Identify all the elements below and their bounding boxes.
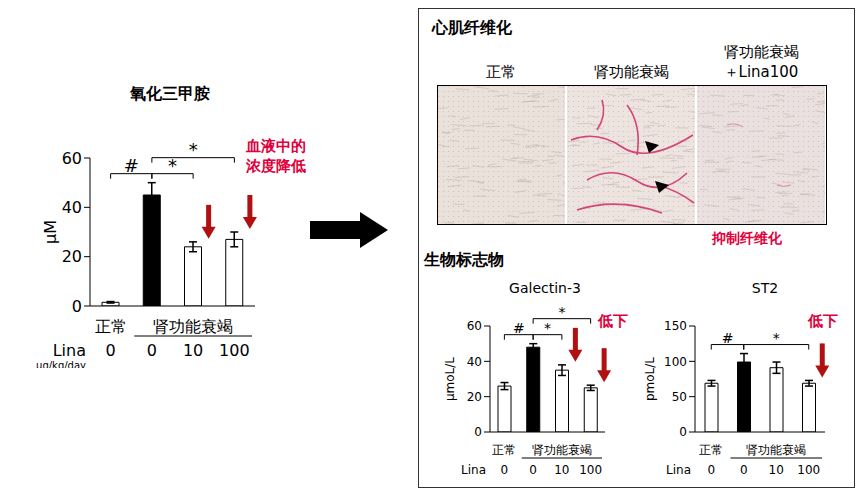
svg-text:#: # [124, 155, 139, 176]
svg-text:*: * [189, 139, 198, 160]
svg-text:μmoL/L: μmoL/L [443, 357, 457, 401]
svg-text:μM: μM [41, 220, 60, 244]
svg-text:100: 100 [664, 355, 687, 369]
svg-text:100: 100 [579, 463, 602, 477]
svg-text:10: 10 [554, 463, 569, 477]
html-text:低下: 低下 [808, 312, 838, 330]
html-text:心肌纤维化: 心肌纤维化 [432, 18, 512, 37]
svg-text:60: 60 [62, 149, 82, 168]
svg-text:#: # [513, 320, 525, 336]
svg-text:pmoL/L: pmoL/L [643, 357, 657, 401]
svg-text:肾功能衰竭: 肾功能衰竭 [153, 317, 233, 336]
svg-text:肾功能衰竭: 肾功能衰竭 [532, 443, 592, 457]
svg-text:*: * [773, 330, 780, 346]
svg-text:Lina: Lina [666, 463, 691, 477]
svg-text:#: # [722, 330, 734, 346]
svg-text:0: 0 [106, 341, 116, 360]
html-text:肾功能衰竭: 肾功能衰竭 [723, 43, 799, 61]
svg-text:0: 0 [740, 463, 748, 477]
svg-text:100: 100 [797, 463, 820, 477]
svg-text:0: 0 [501, 463, 509, 477]
html-text:生物标志物: 生物标志物 [424, 250, 504, 269]
svg-text:20: 20 [62, 247, 82, 266]
html-text:＋Lina100: ＋Lina100 [723, 63, 799, 81]
svg-text:150: 150 [664, 319, 687, 333]
svg-text:正常: 正常 [492, 443, 516, 457]
html-text:ST2: ST2 [751, 280, 779, 296]
html-text:Galectin-3: Galectin-3 [509, 280, 581, 296]
svg-text:0: 0 [529, 463, 537, 477]
html-text:氧化三甲胺: 氧化三甲胺 [130, 84, 210, 103]
html-text:低下: 低下 [598, 312, 628, 330]
svg-text:μg/kg/day: μg/kg/day [36, 360, 86, 368]
svg-text:20: 20 [467, 390, 482, 404]
html-text:正常: 正常 [486, 63, 516, 81]
svg-text:10: 10 [769, 463, 784, 477]
svg-text:*: * [168, 155, 177, 176]
svg-text:*: * [558, 304, 565, 320]
svg-text:50: 50 [672, 390, 687, 404]
svg-text:*: * [544, 320, 551, 336]
svg-text:40: 40 [467, 355, 482, 369]
svg-text:0: 0 [72, 297, 82, 316]
svg-text:0: 0 [474, 425, 482, 439]
svg-text:Lina: Lina [461, 463, 486, 477]
html-text:血液中的: 血液中的 [246, 137, 306, 155]
svg-text:60: 60 [467, 319, 482, 333]
svg-text:正常: 正常 [95, 317, 127, 336]
svg-text:正常: 正常 [699, 443, 723, 457]
html-text:浓度降低: 浓度降低 [246, 157, 306, 175]
svg-text:Lina: Lina [53, 341, 86, 360]
svg-text:0: 0 [147, 341, 157, 360]
html-text:抑制纤维化: 抑制纤维化 [712, 230, 782, 246]
svg-text:10: 10 [183, 341, 203, 360]
svg-text:40: 40 [62, 198, 82, 217]
html-text:肾功能衰竭: 肾功能衰竭 [593, 63, 669, 81]
svg-text:肾功能衰竭: 肾功能衰竭 [746, 443, 806, 457]
svg-text:0: 0 [679, 425, 687, 439]
svg-text:100: 100 [219, 341, 250, 360]
svg-text:0: 0 [707, 463, 715, 477]
